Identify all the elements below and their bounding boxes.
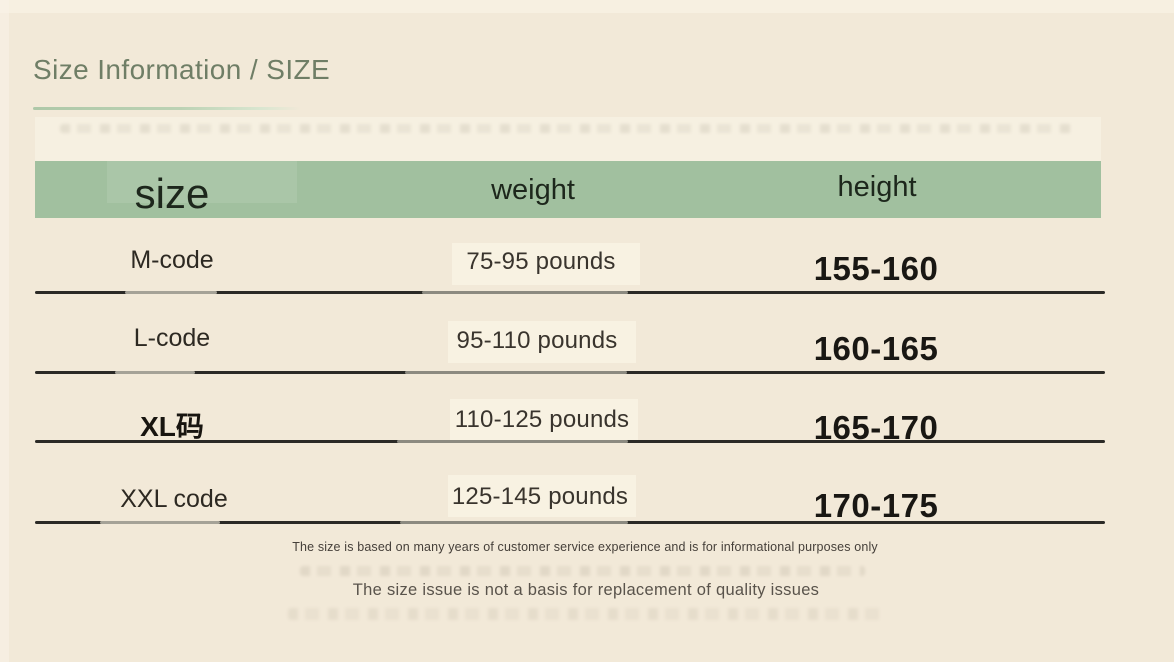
weight-cell-patch	[450, 399, 638, 441]
left-edge-strip	[0, 0, 9, 662]
column-header-size: size	[134, 170, 210, 217]
row-divider	[35, 440, 1105, 443]
weight-cell-patch	[452, 243, 640, 285]
cell-size: XL码	[140, 411, 204, 442]
row-divider	[35, 371, 1105, 374]
disclaimer-small: The size is based on many years of custo…	[292, 540, 878, 554]
weight-cell-patch	[448, 321, 636, 363]
cell-size: M-code	[130, 246, 214, 274]
row-divider	[35, 291, 1105, 294]
ghost-text-strip	[300, 566, 865, 576]
column-header-height: height	[837, 171, 917, 203]
cell-weight: 110-125 pounds	[454, 406, 630, 433]
ghost-text-strip	[288, 608, 888, 620]
ghost-text-strip	[60, 124, 1075, 133]
page-title: Size Information / SIZE	[33, 54, 331, 85]
column-header-weight: weight	[491, 174, 575, 206]
cell-weight: 95-110 pounds	[456, 327, 618, 354]
table-header-row: size weight height	[35, 161, 1101, 218]
disclaimer-large: The size issue is not a basis for replac…	[352, 581, 820, 599]
cell-size: L-code	[133, 324, 211, 352]
weight-cell-patch	[448, 475, 636, 517]
cell-height: 170-175	[813, 487, 939, 524]
translation-patch-band	[35, 117, 1101, 161]
title-underline	[33, 107, 301, 110]
cell-weight: 125-145 pounds	[451, 483, 629, 510]
header-size-patch	[107, 161, 297, 203]
row-divider	[35, 521, 1105, 524]
cell-height: 160-165	[813, 330, 939, 367]
cell-height: 165-170	[813, 409, 939, 446]
top-edge-strip	[0, 0, 1174, 13]
cell-weight: 75-95 pounds	[466, 248, 616, 275]
cell-height: 155-160	[813, 250, 939, 287]
cell-size: XXL code	[120, 485, 228, 513]
